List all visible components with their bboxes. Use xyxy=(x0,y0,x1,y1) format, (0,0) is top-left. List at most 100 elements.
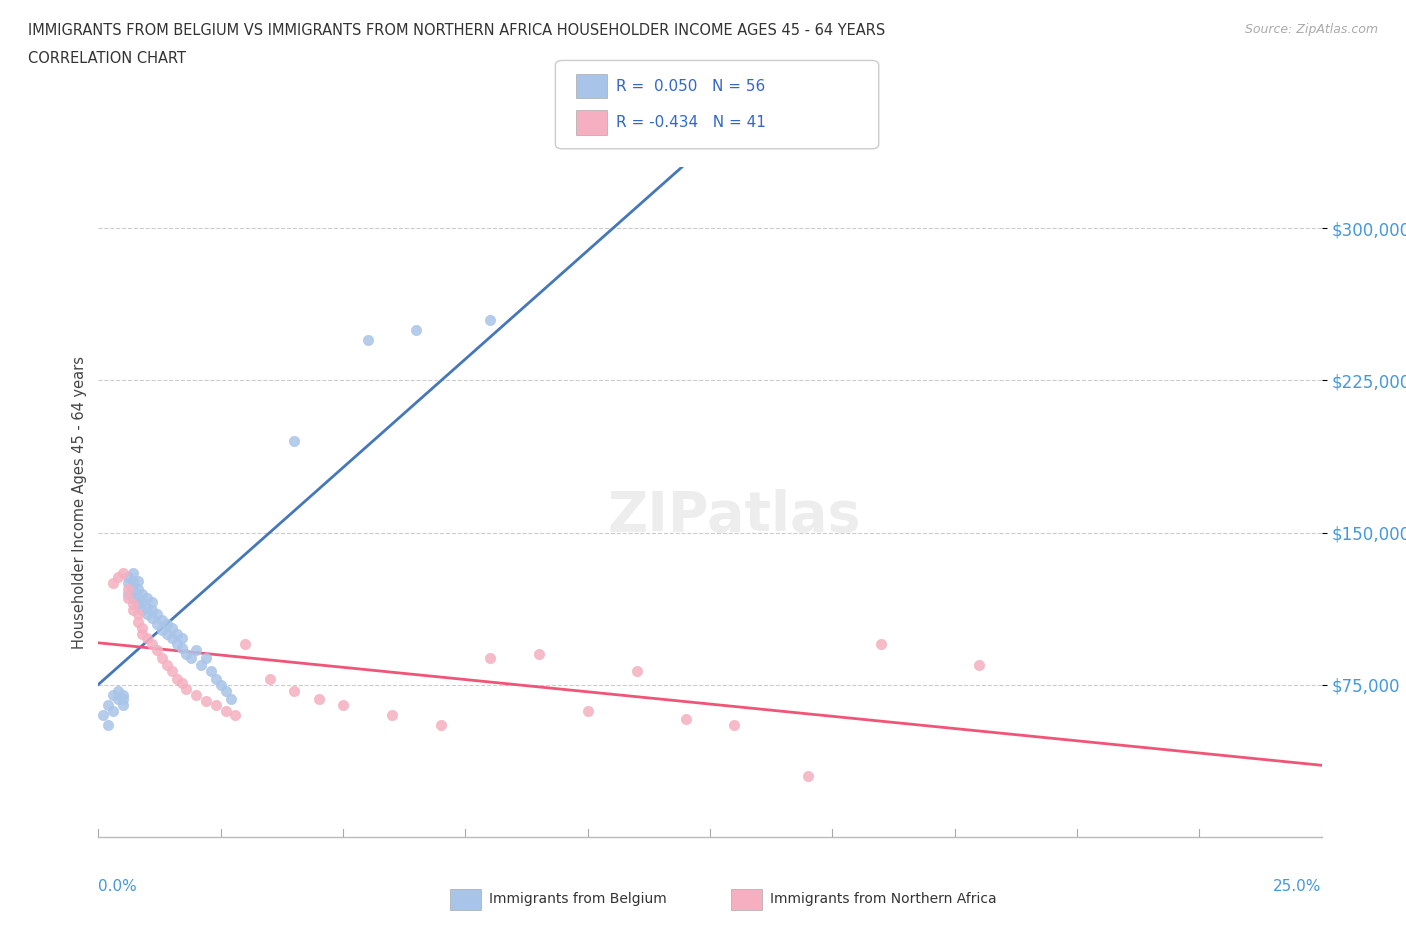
Point xyxy=(141,594,163,609)
Point xyxy=(527,647,550,662)
Point xyxy=(136,600,159,615)
Point xyxy=(160,620,183,635)
Point xyxy=(117,586,139,601)
Text: 25.0%: 25.0% xyxy=(1274,879,1322,894)
Point xyxy=(127,574,149,589)
Point xyxy=(111,698,134,712)
Point xyxy=(219,692,242,707)
Point xyxy=(117,591,139,605)
Point xyxy=(170,675,193,690)
Point xyxy=(150,613,173,628)
Point xyxy=(381,708,404,723)
Point xyxy=(356,332,378,347)
Point xyxy=(97,718,120,733)
Point xyxy=(430,718,453,733)
Point xyxy=(111,687,134,702)
Text: Immigrants from Belgium: Immigrants from Belgium xyxy=(489,892,666,907)
Text: 0.0%: 0.0% xyxy=(98,879,138,894)
Point xyxy=(121,574,143,589)
Point xyxy=(166,671,188,686)
Point xyxy=(797,769,820,784)
Text: R = -0.434   N = 41: R = -0.434 N = 41 xyxy=(616,115,766,130)
Text: IMMIGRANTS FROM BELGIUM VS IMMIGRANTS FROM NORTHERN AFRICA HOUSEHOLDER INCOME AG: IMMIGRANTS FROM BELGIUM VS IMMIGRANTS FR… xyxy=(28,23,886,38)
Point xyxy=(200,663,222,678)
Text: R =  0.050   N = 56: R = 0.050 N = 56 xyxy=(616,79,765,94)
Point xyxy=(576,704,599,719)
Text: ZIPatlas: ZIPatlas xyxy=(607,488,862,542)
Y-axis label: Householder Income Ages 45 - 64 years: Householder Income Ages 45 - 64 years xyxy=(72,355,87,649)
Point xyxy=(127,615,149,630)
Point xyxy=(332,698,354,712)
Point xyxy=(101,704,124,719)
Point xyxy=(146,617,169,631)
Point xyxy=(190,658,212,672)
Point xyxy=(870,637,893,652)
Point xyxy=(186,687,208,702)
Point xyxy=(127,596,149,611)
Point xyxy=(180,651,202,666)
Point xyxy=(195,694,218,709)
Point xyxy=(723,718,745,733)
Point xyxy=(101,687,124,702)
Point xyxy=(214,684,236,698)
Point xyxy=(405,323,427,338)
Point xyxy=(224,708,246,723)
Point xyxy=(127,582,149,597)
Point xyxy=(283,684,305,698)
Point xyxy=(170,631,193,645)
Point xyxy=(308,692,330,707)
Point xyxy=(209,677,232,692)
Point xyxy=(186,643,208,658)
Point xyxy=(111,565,134,580)
Point xyxy=(176,682,198,697)
Point xyxy=(136,591,159,605)
Point xyxy=(478,651,501,666)
Point xyxy=(97,698,120,712)
Point xyxy=(121,596,143,611)
Point xyxy=(205,671,228,686)
Point xyxy=(166,637,188,652)
Point xyxy=(111,692,134,707)
Point xyxy=(121,591,143,605)
Point xyxy=(478,312,501,327)
Point xyxy=(121,565,143,580)
Point xyxy=(156,617,179,631)
Point xyxy=(176,647,198,662)
Point xyxy=(156,627,179,642)
Point xyxy=(131,620,153,635)
Point xyxy=(146,643,169,658)
Point xyxy=(91,708,114,723)
Text: Immigrants from Northern Africa: Immigrants from Northern Africa xyxy=(770,892,997,907)
Point xyxy=(136,606,159,621)
Point xyxy=(146,606,169,621)
Point xyxy=(107,570,129,585)
Point xyxy=(141,610,163,625)
Point xyxy=(131,627,153,642)
Point xyxy=(967,658,990,672)
Point xyxy=(136,631,159,645)
Point xyxy=(259,671,281,686)
Point xyxy=(170,641,193,656)
Point xyxy=(107,684,129,698)
Point xyxy=(121,582,143,597)
Point xyxy=(283,434,305,449)
Point xyxy=(160,631,183,645)
Point xyxy=(205,698,228,712)
Point xyxy=(131,586,153,601)
Point xyxy=(160,663,183,678)
Point xyxy=(150,651,173,666)
Point xyxy=(127,606,149,621)
Point xyxy=(141,637,163,652)
Point xyxy=(150,622,173,637)
Point xyxy=(156,658,179,672)
Text: Source: ZipAtlas.com: Source: ZipAtlas.com xyxy=(1244,23,1378,36)
Point xyxy=(101,576,124,591)
Point xyxy=(117,570,139,585)
Point xyxy=(233,637,256,652)
Point xyxy=(131,594,153,609)
Point xyxy=(131,603,153,618)
Point xyxy=(127,591,149,605)
Point xyxy=(214,704,236,719)
Point xyxy=(675,711,697,726)
Point xyxy=(166,627,188,642)
